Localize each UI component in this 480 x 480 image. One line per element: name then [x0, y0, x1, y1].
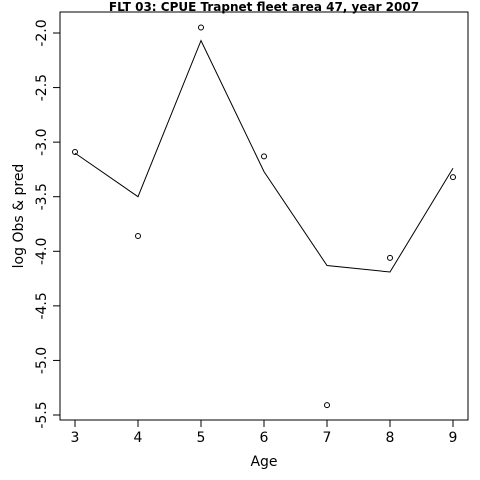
x-tick-label: 6 [260, 430, 269, 446]
observed-point [198, 24, 204, 31]
observed-point [387, 254, 393, 261]
x-axis: 3 4 5 6 7 8 9 [71, 420, 458, 446]
x-tick-label: 4 [134, 430, 143, 446]
observed-point [450, 174, 456, 181]
y-axis: -2.0 -2.5 -3.0 -3.5 -4.0 -4.5 -5.0 -5.5 [34, 19, 60, 429]
observed-point [135, 233, 141, 240]
y-tick-label: -4.5 [34, 292, 50, 319]
observed-point [72, 148, 78, 155]
y-tick-label: -3.0 [34, 128, 50, 155]
x-tick-label: 7 [323, 430, 332, 446]
y-axis-label: log Obs & pred [11, 164, 27, 269]
y-tick-label: -5.5 [34, 401, 50, 428]
y-tick-label: -2.0 [34, 19, 50, 46]
predicted-line [74, 39, 454, 273]
x-axis-label: Age [250, 454, 277, 470]
plot-area [72, 24, 456, 409]
chart-title: FLT 03: CPUE Trapnet fleet area 47, year… [109, 0, 419, 14]
x-tick-label: 9 [449, 430, 458, 446]
x-tick-label: 3 [71, 430, 80, 446]
x-tick-label: 8 [386, 430, 395, 446]
plot-frame [59, 11, 469, 421]
observed-point [324, 402, 330, 409]
y-tick-label: -4.0 [34, 238, 50, 265]
y-tick-label: -2.5 [34, 74, 50, 101]
y-tick-label: -5.0 [34, 347, 50, 374]
observed-point [261, 153, 267, 160]
y-tick-label: -3.5 [34, 183, 50, 210]
x-tick-label: 5 [197, 430, 206, 446]
